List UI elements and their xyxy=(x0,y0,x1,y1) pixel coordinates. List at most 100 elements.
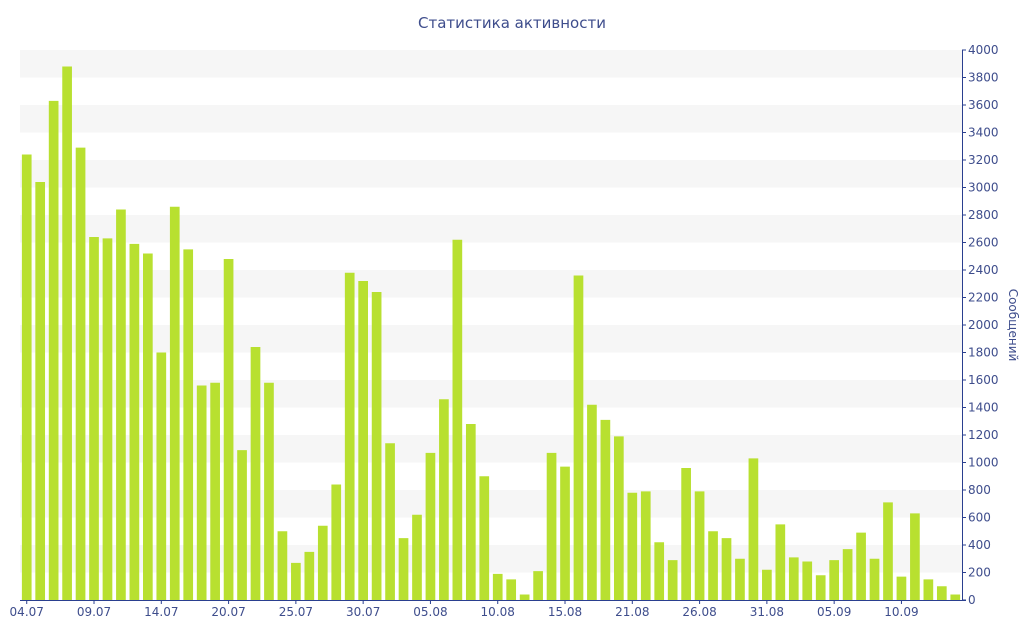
bar[interactable] xyxy=(721,538,732,601)
y-axis-label: Сообщений xyxy=(1006,289,1020,362)
bar[interactable] xyxy=(129,243,140,601)
y-tick-label: 2200 xyxy=(968,291,999,305)
bar[interactable] xyxy=(950,594,961,601)
y-tick-label: 4000 xyxy=(968,43,999,57)
bar[interactable] xyxy=(344,272,355,600)
bar[interactable] xyxy=(277,531,288,600)
y-tick-label: 3400 xyxy=(968,126,999,140)
bar[interactable] xyxy=(546,452,557,601)
bar[interactable] xyxy=(600,419,611,601)
bar[interactable] xyxy=(439,399,449,600)
y-tick-label: 1600 xyxy=(968,373,999,387)
bar[interactable] xyxy=(802,561,813,601)
bar[interactable] xyxy=(304,551,315,601)
x-tick-label: 10.08 xyxy=(481,605,515,619)
x-tick-label: 09.07 xyxy=(77,605,111,619)
bar[interactable] xyxy=(883,502,893,601)
bar[interactable] xyxy=(788,557,799,601)
bar[interactable] xyxy=(465,424,476,600)
bar[interactable] xyxy=(250,347,261,600)
bar[interactable] xyxy=(48,100,59,601)
bar[interactable] xyxy=(21,154,32,601)
bar[interactable] xyxy=(869,558,880,600)
bar[interactable] xyxy=(560,466,570,601)
y-tick-label: 2600 xyxy=(968,236,999,250)
bar[interactable] xyxy=(291,562,301,601)
bar[interactable] xyxy=(492,573,503,601)
bar[interactable] xyxy=(412,514,422,600)
bar[interactable] xyxy=(116,209,126,601)
y-tick-label: 3600 xyxy=(968,98,999,112)
axes xyxy=(20,49,966,604)
y-tick-label: 3800 xyxy=(968,71,999,85)
y-tick-label: 600 xyxy=(968,511,991,525)
y-tick-label: 1000 xyxy=(968,456,999,470)
y-tick-label: 1800 xyxy=(968,346,999,360)
bar[interactable] xyxy=(425,452,436,601)
bar[interactable] xyxy=(667,560,678,601)
bar[interactable] xyxy=(627,492,638,600)
bar[interactable] xyxy=(587,404,597,600)
bar[interactable] xyxy=(533,571,543,601)
bar[interactable] xyxy=(640,491,651,601)
bar[interactable] xyxy=(910,513,920,601)
bar[interactable] xyxy=(371,292,382,600)
y-tick-label: 3200 xyxy=(968,153,999,167)
bar[interactable] xyxy=(102,238,113,601)
bar[interactable] xyxy=(936,586,947,600)
y-tick-label: 1200 xyxy=(968,428,999,442)
bar[interactable] xyxy=(358,281,368,600)
y-tick-label: 2000 xyxy=(968,318,999,332)
bar[interactable] xyxy=(169,206,180,600)
bar[interactable] xyxy=(748,458,759,601)
y-tick-label: 400 xyxy=(968,538,991,552)
bar[interactable] xyxy=(762,569,772,600)
bar[interactable] xyxy=(223,259,234,600)
bar[interactable] xyxy=(89,237,99,600)
y-tick-label: 2800 xyxy=(968,208,999,222)
x-tick-label: 25.07 xyxy=(279,605,313,619)
bar[interactable] xyxy=(842,549,853,601)
grid-band xyxy=(20,215,962,243)
bar[interactable] xyxy=(573,275,584,601)
bar[interactable] xyxy=(708,531,718,600)
bar[interactable] xyxy=(183,249,194,601)
bar[interactable] xyxy=(735,558,745,600)
bar[interactable] xyxy=(614,436,624,601)
x-tick-label: 14.07 xyxy=(144,605,178,619)
bar[interactable] xyxy=(237,450,247,601)
bar[interactable] xyxy=(654,542,665,600)
bar[interactable] xyxy=(317,525,328,600)
bar[interactable] xyxy=(694,491,705,601)
bar[interactable] xyxy=(75,147,86,601)
bar[interactable] xyxy=(829,560,839,601)
bar[interactable] xyxy=(156,352,167,601)
bar[interactable] xyxy=(479,476,490,600)
bar[interactable] xyxy=(896,576,907,601)
bar[interactable] xyxy=(62,66,72,601)
x-tick-label: 30.07 xyxy=(346,605,380,619)
bar[interactable] xyxy=(35,182,46,600)
bar[interactable] xyxy=(264,382,274,600)
bar[interactable] xyxy=(210,382,220,600)
x-tick-label: 21.08 xyxy=(615,605,649,619)
x-tick-label: 04.07 xyxy=(10,605,44,619)
bar[interactable] xyxy=(398,538,409,601)
bar[interactable] xyxy=(815,575,826,600)
bar[interactable] xyxy=(143,253,153,601)
bar[interactable] xyxy=(856,532,866,601)
x-tick-label: 05.08 xyxy=(413,605,447,619)
bar[interactable] xyxy=(681,468,691,600)
x-tick-label: 20.07 xyxy=(211,605,245,619)
bar[interactable] xyxy=(923,579,934,601)
bar[interactable] xyxy=(506,579,517,601)
bar[interactable] xyxy=(775,524,786,601)
bar[interactable] xyxy=(331,484,342,601)
bar[interactable] xyxy=(196,385,207,601)
bars xyxy=(21,66,961,601)
bar[interactable] xyxy=(385,443,395,600)
bar[interactable] xyxy=(452,239,463,600)
bar[interactable] xyxy=(519,594,530,601)
